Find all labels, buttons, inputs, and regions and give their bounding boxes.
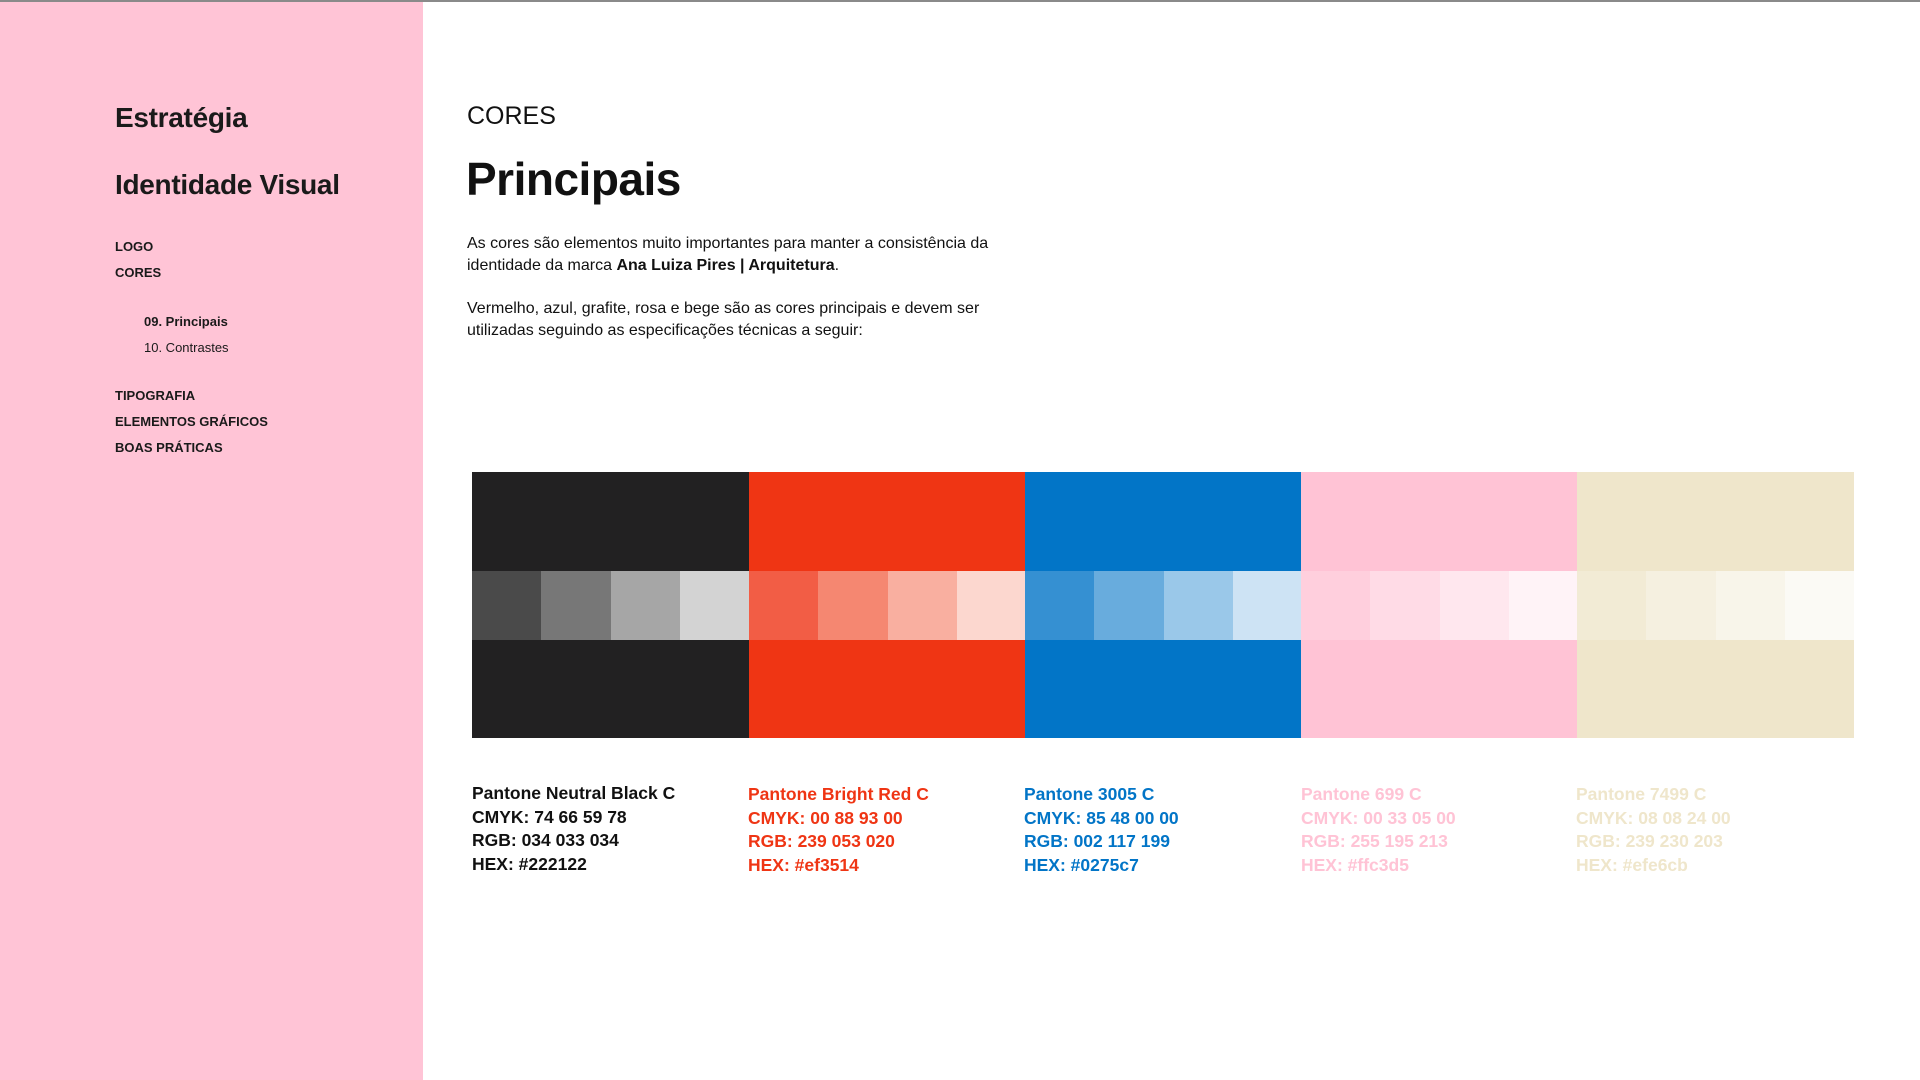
sidebar-subitem-contrastes[interactable]: 10. Contrastes: [144, 340, 229, 355]
spec-rgb: RGB: 034 033 034: [472, 830, 619, 850]
sidebar-heading-estrategia[interactable]: Estratégia: [115, 102, 248, 133]
tint-20: [1784, 571, 1854, 640]
swatch-black: [472, 472, 749, 738]
spec-pantone: Pantone 699 C: [1301, 784, 1422, 804]
intro-paragraph-1: As cores são elementos muito importantes…: [467, 233, 1037, 276]
top-border: [0, 0, 1920, 2]
spec-blue: Pantone 3005 C CMYK: 85 48 00 00 RGB: 00…: [1024, 783, 1294, 877]
tint-80: [472, 571, 542, 640]
tint-60: [1646, 571, 1716, 640]
tint-20: [1232, 571, 1302, 640]
tint-60: [541, 571, 611, 640]
spec-rgb: RGB: 002 117 199: [1024, 831, 1170, 851]
swatch-pink: [1301, 472, 1578, 738]
spec-hex: HEX: #222122: [472, 853, 587, 874]
spec-pantone: Pantone 7499 C: [1576, 784, 1707, 804]
swatch-main-top: [1025, 472, 1302, 571]
spec-cmyk: CMYK: 00 33 05 00: [1301, 807, 1456, 828]
tint-80: [1025, 571, 1095, 640]
brand-name: Ana Luiza Pires | Arquitetura: [616, 256, 835, 274]
spec-cmyk: CMYK: 74 66 59 78: [472, 806, 627, 827]
color-swatches: [472, 472, 1854, 738]
spec-black: Pantone Neutral Black C CMYK: 74 66 59 7…: [472, 782, 742, 876]
spec-red: Pantone Bright Red C CMYK: 00 88 93 00 R…: [748, 783, 1018, 877]
swatch-blue: [1025, 472, 1302, 738]
spec-pink: Pantone 699 C CMYK: 00 33 05 00 RGB: 255…: [1301, 783, 1571, 877]
spec-rgb: RGB: 239 230 203: [1576, 831, 1723, 851]
sidebar-subnav: 09. Principais 10. Contrastes: [144, 309, 229, 361]
swatch-main-bottom: [1025, 640, 1302, 738]
swatch-red: [749, 472, 1026, 738]
swatch-main-top: [1577, 472, 1854, 571]
swatch-main-top: [1301, 472, 1578, 571]
tint-80: [749, 571, 819, 640]
sidebar-heading-identidade-visual[interactable]: Identidade Visual: [115, 169, 340, 200]
spec-rgb: RGB: 255 195 213: [1301, 831, 1448, 851]
sidebar-nav-top: LOGO CORES: [115, 234, 161, 286]
tint-20: [956, 571, 1026, 640]
tint-40: [610, 571, 680, 640]
sidebar-item-logo[interactable]: LOGO: [115, 239, 154, 254]
tint-60: [1094, 571, 1164, 640]
tint-40: [1439, 571, 1509, 640]
sidebar-item-elementos-graficos[interactable]: ELEMENTOS GRÁFICOS: [115, 414, 268, 429]
sidebar-item-cores[interactable]: CORES: [115, 265, 162, 280]
swatch-tints: [1301, 571, 1578, 640]
swatch-main-top: [749, 472, 1026, 571]
sidebar-item-tipografia[interactable]: TIPOGRAFIA: [115, 388, 196, 403]
intro-period: .: [834, 256, 840, 274]
swatch-tints: [472, 571, 749, 640]
spec-hex: HEX: #efe6cb: [1576, 854, 1688, 875]
tint-20: [1508, 571, 1578, 640]
tint-40: [887, 571, 957, 640]
section-eyebrow: CORES: [467, 102, 556, 130]
spec-pantone: Pantone Bright Red C: [748, 784, 929, 804]
swatch-main-bottom: [472, 640, 749, 738]
tint-40: [1163, 571, 1233, 640]
swatch-main-bottom: [1301, 640, 1578, 738]
tint-60: [818, 571, 888, 640]
sidebar-nav-bottom: TIPOGRAFIA ELEMENTOS GRÁFICOS BOAS PRÁTI…: [115, 383, 268, 461]
tint-80: [1577, 571, 1647, 640]
intro-text: As cores são elementos muito importantes…: [467, 235, 989, 274]
spec-cmyk: CMYK: 00 88 93 00: [748, 807, 903, 828]
tint-40: [1715, 571, 1785, 640]
swatch-main-top: [472, 472, 749, 571]
swatch-tints: [749, 571, 1026, 640]
sidebar-subitem-principais[interactable]: 09. Principais: [144, 314, 228, 329]
spec-hex: HEX: #0275c7: [1024, 854, 1139, 875]
spec-hex: HEX: #ef3514: [748, 854, 859, 875]
spec-hex: HEX: #ffc3d5: [1301, 854, 1409, 875]
swatch-tints: [1577, 571, 1854, 640]
tint-80: [1301, 571, 1371, 640]
tint-60: [1370, 571, 1440, 640]
spec-cmyk: CMYK: 08 08 24 00: [1576, 807, 1731, 828]
tint-20: [679, 571, 749, 640]
swatch-tints: [1025, 571, 1302, 640]
spec-pantone: Pantone 3005 C: [1024, 784, 1155, 804]
swatch-main-bottom: [1577, 640, 1854, 738]
sidebar-item-boas-praticas[interactable]: BOAS PRÁTICAS: [115, 440, 223, 455]
spec-pantone: Pantone Neutral Black C: [472, 783, 676, 803]
intro-paragraph-2: Vermelho, azul, grafite, rosa e bege são…: [467, 300, 980, 339]
spec-rgb: RGB: 239 053 020: [748, 831, 895, 851]
spec-beige: Pantone 7499 C CMYK: 08 08 24 00 RGB: 23…: [1576, 783, 1846, 877]
swatch-main-bottom: [749, 640, 1026, 738]
sidebar: Estratégia Identidade Visual LOGO CORES …: [0, 2, 423, 1080]
swatch-beige: [1577, 472, 1854, 738]
spec-cmyk: CMYK: 85 48 00 00: [1024, 807, 1179, 828]
page-title: Principais: [466, 153, 681, 205]
